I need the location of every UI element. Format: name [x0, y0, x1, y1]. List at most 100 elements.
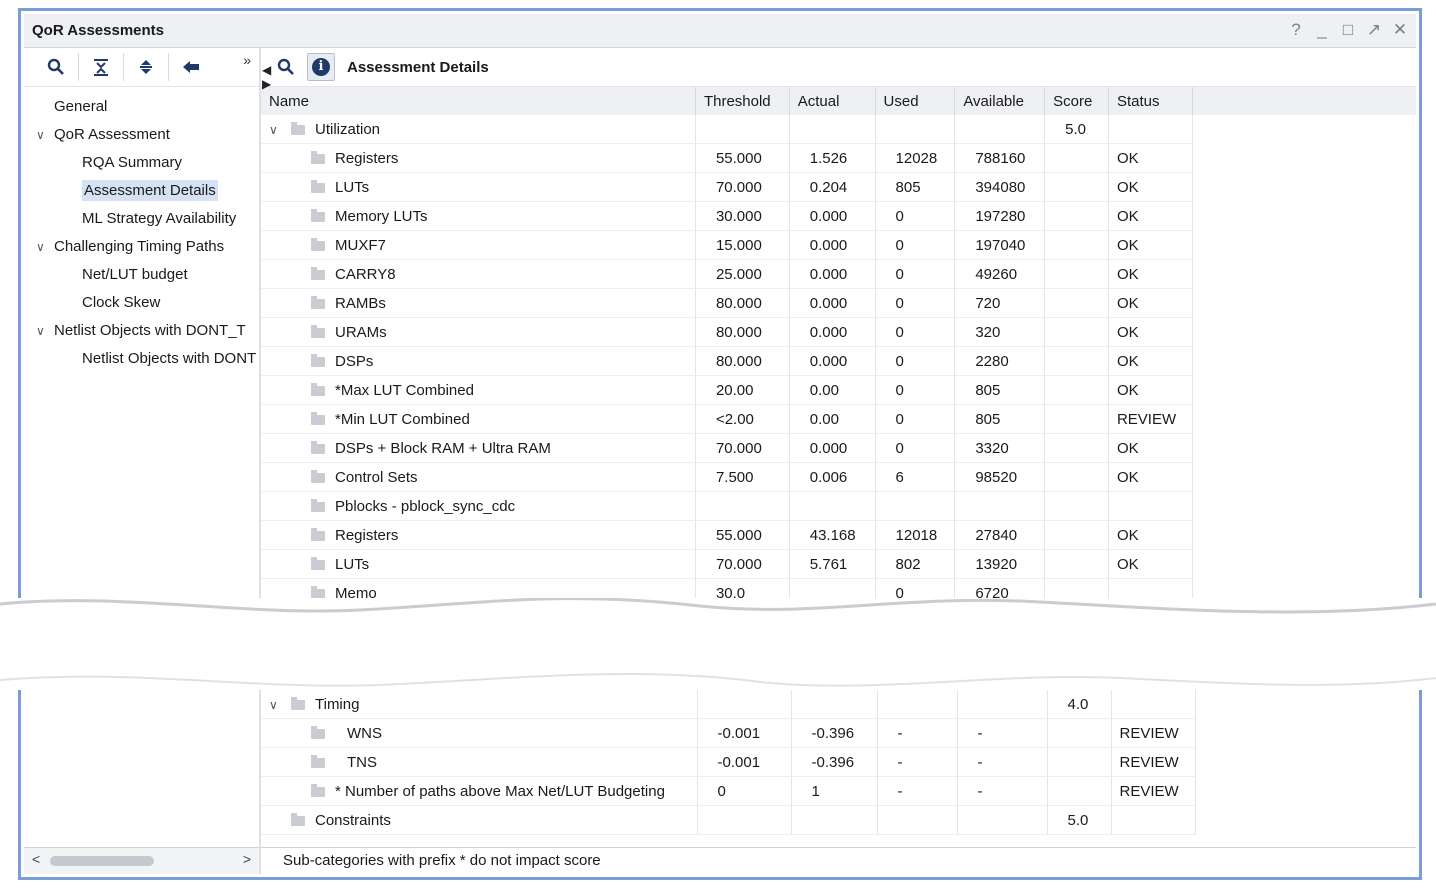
back-arrow-icon[interactable] — [169, 53, 213, 81]
column-header-name[interactable]: Name — [261, 87, 696, 115]
chevron-down-icon[interactable]: ∨ — [36, 128, 45, 142]
tree-item[interactable]: RQA Summary — [24, 149, 259, 177]
tree-item[interactable]: General — [24, 93, 259, 121]
table-row[interactable]: DSPs 80.000 0.000 0 2280 OK — [261, 346, 1416, 376]
cell-name: Pblocks - pblock_sync_cdc — [261, 491, 696, 521]
search-icon[interactable] — [34, 53, 79, 81]
minimize-icon[interactable]: _ — [1317, 20, 1327, 39]
cell-actual: 43.168 — [789, 520, 876, 550]
row-name: Registers — [335, 526, 399, 544]
cell-status: OK — [1108, 549, 1193, 579]
table-row[interactable]: Constraints 5.0 — [261, 805, 1196, 835]
table-row[interactable]: MUXF7 15.000 0.000 0 197040 OK — [261, 230, 1416, 260]
cell-available — [957, 690, 1048, 719]
folder-icon — [311, 266, 325, 280]
table-row[interactable]: TNS -0.001 -0.396- - REVIEW — [261, 747, 1196, 777]
table-row[interactable]: Registers 55.000 43.168 12018 27840 OK — [261, 520, 1416, 550]
collapse-pane-arrows[interactable]: ◀ ▶ — [262, 63, 272, 91]
cell-threshold: 80.000 — [695, 288, 790, 318]
cell-status: REVIEW — [1111, 718, 1196, 748]
help-icon[interactable]: ? — [1291, 20, 1301, 39]
cell-score — [1044, 520, 1109, 550]
cell-score — [1044, 549, 1109, 579]
tree-item[interactable]: Netlist Objects with DONT — [24, 345, 259, 373]
table-row[interactable]: Control Sets 7.500 0.006 6 98520 OK — [261, 462, 1416, 492]
column-header-available[interactable]: Available — [954, 87, 1046, 115]
horizontal-scrollbar[interactable]: < > — [24, 847, 259, 874]
row-name: CARRY8 — [335, 265, 396, 283]
expand-all-icon[interactable] — [124, 53, 169, 81]
table-row[interactable]: *Min LUT Combined <2.00 0.00 0 805 REVIEW — [261, 404, 1416, 434]
cell-available: 3320 — [954, 433, 1046, 463]
cell-threshold — [695, 491, 790, 521]
scroll-right-icon[interactable]: > — [242, 851, 251, 867]
cell-used: 12018 — [875, 520, 956, 550]
table-row[interactable]: LUTs 70.000 5.761 802 13920 OK — [261, 549, 1416, 579]
table-row[interactable]: RAMBs 80.000 0.000 0 720 OK — [261, 288, 1416, 318]
navigation-tree: General ∨ QoR Assessment RQA Summary Assessm… — [24, 87, 259, 373]
scroll-left-icon[interactable]: < — [32, 851, 41, 867]
tree-item[interactable]: ∨ Challenging Timing Paths — [24, 233, 259, 261]
chevron-down-icon[interactable]: ∨ — [36, 324, 45, 338]
row-name: *Min LUT Combined — [335, 410, 470, 428]
row-name: Utilization — [315, 120, 381, 138]
row-name: Memo — [335, 584, 377, 602]
tree-item[interactable]: ∨ QoR Assessment — [24, 121, 259, 149]
table-row[interactable]: URAMs 80.000 0.000 0 320 OK — [261, 317, 1416, 347]
tree-item-label: Clock Skew — [82, 294, 161, 311]
cell-available: - — [957, 747, 1048, 777]
cell-threshold: 7.500 — [695, 462, 790, 492]
cell-status — [1108, 491, 1193, 521]
cell-name: DSPs — [261, 346, 696, 376]
cell-available: - — [957, 776, 1048, 806]
info-button[interactable]: i — [307, 53, 335, 81]
cell-score — [1044, 462, 1109, 492]
table-row[interactable]: DSPs + Block RAM + Ultra RAM 70.000 0.000 0… — [261, 433, 1416, 463]
scrollbar-thumb[interactable] — [50, 856, 154, 866]
column-header-actual[interactable]: Actual — [789, 87, 876, 115]
cell-score — [1047, 747, 1112, 777]
column-header-status[interactable]: Status — [1108, 87, 1193, 115]
toolbar-overflow-icon[interactable]: » — [243, 52, 251, 68]
cell-used: 0 — [875, 201, 956, 231]
table-row[interactable]: CARRY8 25.000 0.000 0 49260 OK — [261, 259, 1416, 289]
window-controls: ? _ □ ↗ ✕ — [1288, 20, 1408, 40]
table-row[interactable]: *Max LUT Combined 20.00 0.00 0 805 OK — [261, 375, 1416, 405]
search-icon[interactable] — [273, 54, 299, 80]
column-header-threshold[interactable]: Threshold — [695, 87, 790, 115]
cell-threshold: 0 — [697, 776, 792, 806]
float-icon[interactable]: ↗ — [1366, 20, 1382, 39]
table-row[interactable]: Registers 55.000 1.526 12028 788160 OK — [261, 143, 1416, 173]
column-header-used[interactable]: Used — [875, 87, 956, 115]
table-row[interactable]: WNS -0.001 -0.396- - REVIEW — [261, 718, 1196, 748]
row-name: LUTs — [335, 555, 370, 573]
chevron-down-icon[interactable]: ∨ — [269, 697, 278, 712]
column-header-score[interactable]: Score — [1044, 87, 1109, 115]
cell-status: REVIEW — [1108, 404, 1193, 434]
table-row[interactable]: Memory LUTs 30.000 0.000 0 197280 OK — [261, 201, 1416, 231]
tree-item[interactable]: ML Strategy Availability — [24, 205, 259, 233]
table-row[interactable]: LUTs 70.000 0.204 805 394080 OK — [261, 172, 1416, 202]
close-icon[interactable]: ✕ — [1392, 20, 1408, 39]
tree-item[interactable]: ∨ Netlist Objects with DONT_T — [24, 317, 259, 345]
table-row[interactable]: ∨ Timing 4.0 — [261, 690, 1196, 719]
table-row[interactable]: ∨ Utilization 5.0 — [261, 115, 1416, 144]
chevron-down-icon[interactable]: ∨ — [269, 122, 278, 137]
cell-name: LUTs — [261, 549, 696, 579]
cell-status: OK — [1108, 172, 1193, 202]
tree-item[interactable]: Net/LUT budget — [24, 261, 259, 289]
folder-icon — [291, 696, 305, 710]
table-row[interactable]: * Number of paths above Max Net/LUT Budg… — [261, 776, 1196, 806]
tree-item[interactable]: Clock Skew — [24, 289, 259, 317]
collapse-all-icon[interactable] — [79, 53, 124, 81]
tree-item[interactable]: Assessment Details — [24, 177, 259, 205]
pane-splitter[interactable] — [259, 48, 262, 874]
cell-used: 802 — [875, 549, 956, 579]
cell-score — [1044, 491, 1109, 521]
cell-threshold: 80.000 — [695, 317, 790, 347]
cell-actual: 0.000 — [789, 346, 876, 376]
chevron-down-icon[interactable]: ∨ — [36, 240, 45, 254]
table-row[interactable]: Pblocks - pblock_sync_cdc — [261, 491, 1416, 521]
tree-item-label: Challenging Timing Paths — [54, 238, 225, 255]
maximize-icon[interactable]: □ — [1342, 20, 1354, 39]
